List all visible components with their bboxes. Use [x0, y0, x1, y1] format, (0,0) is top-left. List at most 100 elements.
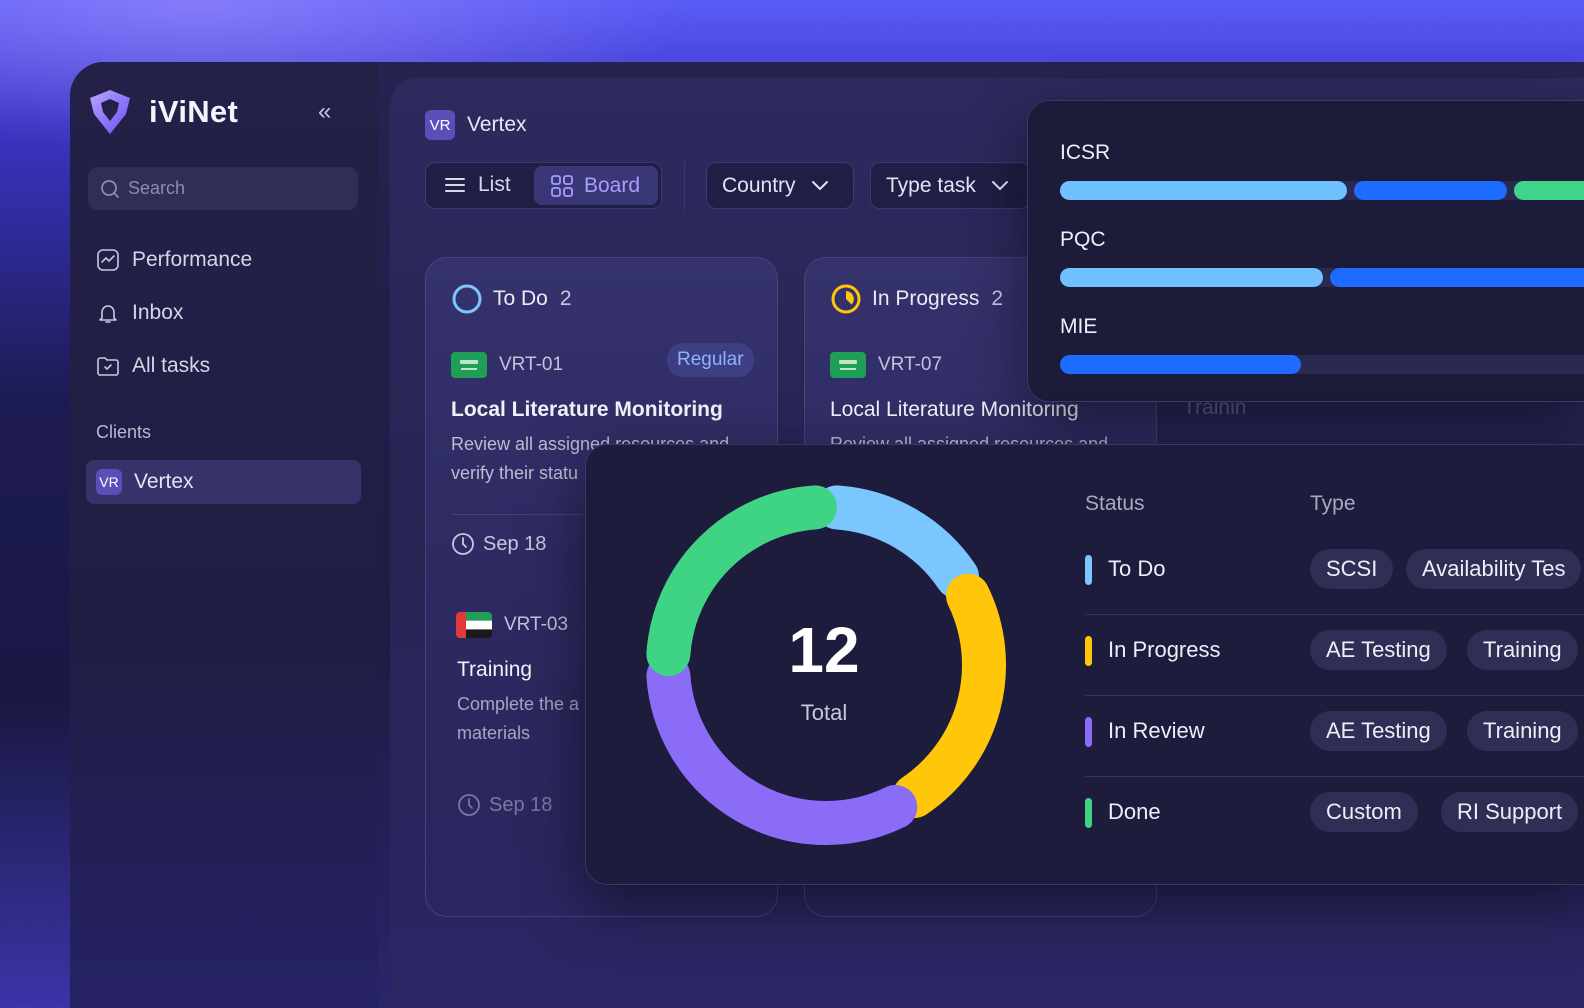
bar-segment	[1330, 268, 1584, 287]
row-divider	[1085, 776, 1584, 777]
table-row: To Do SCSI Availability Tes	[1085, 535, 1584, 615]
type-chip[interactable]: AE Testing	[1310, 630, 1447, 670]
country-filter-label: Country	[722, 173, 796, 197]
donut-total-label: Total	[800, 700, 848, 725]
grid-icon	[551, 174, 573, 197]
donut-slice-in-review	[646, 654, 918, 845]
client-item-vertex[interactable]: VR Vertex	[86, 460, 361, 504]
status-color-marker	[1085, 798, 1092, 828]
bar-segment	[1354, 181, 1507, 200]
collapse-sidebar-button[interactable]: «	[318, 98, 332, 125]
card-id-label: VRT-03	[504, 614, 569, 635]
card-badge-regular: Regular	[667, 343, 754, 377]
card-title[interactable]: Local Literature Monitoring	[451, 398, 723, 421]
type-chip[interactable]: AE Testing	[1310, 711, 1447, 751]
card-due-date: Sep 18	[451, 532, 546, 556]
card-id: VRT-01	[451, 352, 563, 378]
type-chip[interactable]: SCSI	[1310, 549, 1394, 589]
status-label: Done	[1108, 799, 1161, 824]
nav-item-all-tasks[interactable]: All tasks	[96, 354, 210, 378]
donut-total-value: 12	[788, 614, 860, 686]
donut-slice-to-do	[815, 485, 979, 599]
brand-logo-icon	[90, 90, 130, 134]
status-color-marker	[1085, 717, 1092, 747]
bar-segment	[1060, 181, 1348, 200]
uae-flag-icon	[456, 612, 492, 638]
in-progress-status-icon	[831, 284, 861, 314]
row-divider	[1085, 695, 1584, 696]
client-badge: VR	[96, 469, 122, 495]
type-chip[interactable]: Training	[1467, 630, 1578, 670]
table-row: In Review AE Testing Training	[1085, 697, 1584, 777]
column-count: 2	[559, 287, 572, 310]
status-color-marker	[1085, 555, 1092, 585]
view-list-button[interactable]: List	[444, 173, 511, 197]
type-column-header: Type	[1310, 492, 1356, 515]
client-label: Vertex	[134, 470, 194, 493]
clock-icon	[458, 794, 480, 816]
column-count: 2	[991, 287, 1004, 310]
bar-track-pqc	[1060, 268, 1584, 287]
category-bars-panel: ICSR PQC MIE	[1027, 100, 1584, 402]
nav-item-label: All tasks	[132, 354, 211, 377]
table-row: Done Custom RI Support	[1085, 778, 1584, 858]
column-header: To Do 2	[451, 283, 572, 315]
bar-segment	[1513, 181, 1584, 200]
card-id-label: VRT-07	[878, 354, 943, 375]
nav-item-performance[interactable]: Performance	[96, 248, 252, 272]
project-title: VR Vertex	[425, 110, 527, 140]
status-color-marker	[1085, 636, 1092, 666]
column-header: In Progress 2	[830, 283, 1003, 315]
bar-track-mie	[1060, 355, 1584, 374]
clients-section-label: Clients	[96, 422, 152, 442]
chevron-down-icon	[811, 180, 828, 190]
nav-item-label: Inbox	[132, 301, 184, 324]
folder-check-icon	[97, 357, 119, 376]
donut-slice-done	[646, 485, 837, 676]
status-column-header: Status	[1085, 492, 1145, 515]
bar-track-icsr	[1060, 181, 1584, 200]
card-due-date: Sep 18	[457, 793, 552, 817]
todo-status-icon	[452, 284, 482, 314]
card-id-label: VRT-01	[499, 354, 564, 375]
nav-item-label: Performance	[132, 248, 253, 271]
search-input[interactable]: Search	[88, 167, 358, 210]
card-title[interactable]: Training	[457, 658, 533, 681]
chevron-down-icon	[991, 180, 1008, 190]
bell-icon	[99, 305, 117, 323]
type-task-filter-dropdown[interactable]: Type task	[870, 162, 1030, 209]
list-icon	[445, 178, 465, 192]
saudi-flag-icon	[451, 352, 487, 378]
project-name: Vertex	[467, 113, 527, 136]
brand-name: iViNet	[149, 94, 239, 129]
search-placeholder: Search	[128, 178, 186, 198]
saudi-flag-icon	[830, 352, 866, 378]
search-icon	[101, 179, 119, 198]
type-chip[interactable]: RI Support	[1441, 792, 1579, 832]
due-date-label: Sep 18	[489, 793, 553, 816]
view-board-button[interactable]: Board	[534, 166, 658, 205]
clock-icon	[452, 533, 474, 555]
bar-segment	[1060, 355, 1302, 374]
status-label: To Do	[1108, 556, 1166, 581]
card-title[interactable]: Local Literature Monitoring	[830, 398, 1079, 421]
due-date-label: Sep 18	[483, 532, 547, 555]
bar-segment	[1060, 268, 1323, 287]
table-row: In Progress AE Testing Training	[1085, 616, 1584, 696]
type-chip[interactable]: Training	[1467, 711, 1578, 751]
view-list-label: List	[478, 173, 511, 196]
nav-item-inbox[interactable]: Inbox	[96, 301, 183, 325]
country-filter-dropdown[interactable]: Country	[706, 162, 854, 209]
view-toggle: List Board	[425, 162, 662, 209]
status-label: In Progress	[1108, 637, 1221, 662]
sidebar: iViNet « Search Performance Inbox	[70, 62, 378, 1008]
view-board-label: Board	[584, 173, 641, 197]
toolbar-divider	[684, 162, 685, 210]
chart-icon	[97, 249, 119, 271]
card-id: VRT-07	[830, 352, 942, 378]
row-divider	[1085, 614, 1584, 615]
status-summary-panel: 12 Total Status Type To Do SCSI Availabi…	[585, 444, 1584, 885]
type-chip[interactable]: Custom	[1310, 792, 1418, 832]
type-chip[interactable]: Availability Tes	[1406, 549, 1582, 589]
status-donut-chart	[646, 485, 1006, 845]
